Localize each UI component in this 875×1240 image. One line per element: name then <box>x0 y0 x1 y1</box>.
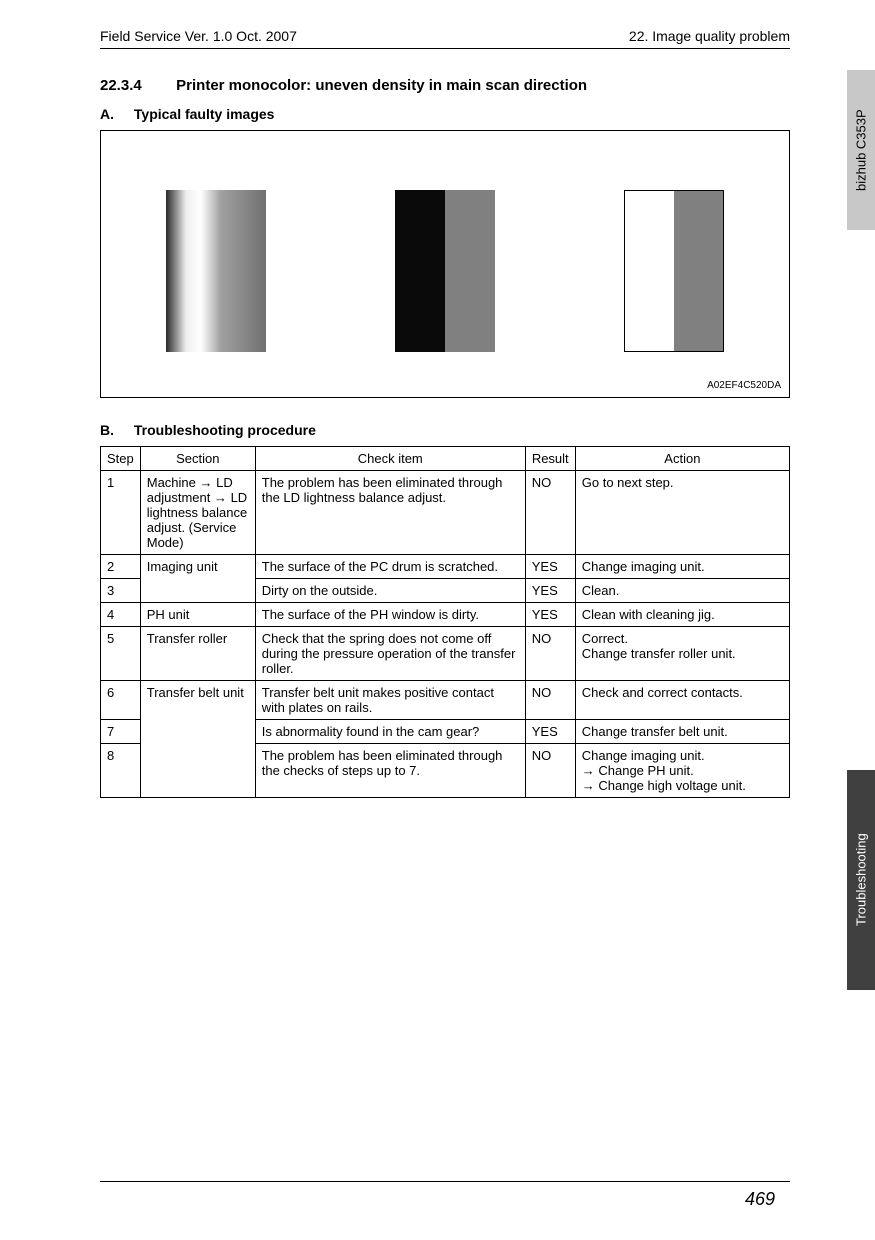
cell-action: Clean with cleaning jig. <box>575 603 789 627</box>
cell-section: PH unit <box>140 603 255 627</box>
subsection-b-title: Troubleshooting procedure <box>134 422 316 438</box>
troubleshooting-table: Step Section Check item Result Action 1 … <box>100 446 790 798</box>
th-step: Step <box>101 447 141 471</box>
cell-step: 4 <box>101 603 141 627</box>
cell-result: YES <box>525 555 575 579</box>
cell-check: Dirty on the outside. <box>255 579 525 603</box>
subsection-a-letter: A. <box>100 106 130 122</box>
cell-check: Is abnormality found in the cam gear? <box>255 720 525 744</box>
page-header: Field Service Ver. 1.0 Oct. 2007 22. Ima… <box>100 28 790 49</box>
cell-action: Go to next step. <box>575 471 789 555</box>
page-number: 469 <box>745 1189 775 1210</box>
subsection-b: B. Troubleshooting procedure <box>100 422 790 438</box>
cell-step: 5 <box>101 627 141 681</box>
cell-section: Transfer belt unit <box>140 681 255 720</box>
th-result: Result <box>525 447 575 471</box>
section-heading: 22.3.4 Printer monocolor: uneven density… <box>100 77 790 94</box>
cell-result: NO <box>525 471 575 555</box>
cell-step: 2 <box>101 555 141 579</box>
cell-section: Imaging unit <box>140 555 255 579</box>
cell-action: Correct.Change transfer roller unit. <box>575 627 789 681</box>
section-number: 22.3.4 <box>100 77 172 94</box>
figure-box: A02EF4C520DA <box>100 130 790 398</box>
cell-check: The problem has been eliminated through … <box>255 744 525 798</box>
cell-check: The problem has been eliminated through … <box>255 471 525 555</box>
subsection-a: A. Typical faulty images <box>100 106 790 122</box>
faulty-sample-split-dark <box>395 190 495 352</box>
table-header-row: Step Section Check item Result Action <box>101 447 790 471</box>
cell-result: YES <box>525 603 575 627</box>
cell-result: NO <box>525 681 575 720</box>
faulty-sample-gradient <box>166 190 266 352</box>
table-row: 5 Transfer roller Check that the spring … <box>101 627 790 681</box>
cell-result: YES <box>525 720 575 744</box>
figure-code: A02EF4C520DA <box>707 380 781 391</box>
side-tab-section: Troubleshooting <box>847 770 875 990</box>
cell-step: 3 <box>101 579 141 603</box>
cell-section: Transfer roller <box>140 627 255 681</box>
cell-check: Check that the spring does not come off … <box>255 627 525 681</box>
faulty-sample-split-light <box>624 190 724 352</box>
subsection-b-letter: B. <box>100 422 130 438</box>
cell-action: Change imaging unit. <box>575 555 789 579</box>
subsection-a-title: Typical faulty images <box>134 106 275 122</box>
cell-action: Check and correct contacts. <box>575 681 789 720</box>
cell-section <box>140 744 255 798</box>
header-right: 22. Image quality problem <box>629 28 790 44</box>
table-row: 4 PH unit The surface of the PH window i… <box>101 603 790 627</box>
cell-section <box>140 579 255 603</box>
cell-result: YES <box>525 579 575 603</box>
table-row: 7 Is abnormality found in the cam gear? … <box>101 720 790 744</box>
cell-check: Transfer belt unit makes positive contac… <box>255 681 525 720</box>
cell-result: NO <box>525 744 575 798</box>
table-row: 1 Machine → LD adjustment → LD lightness… <box>101 471 790 555</box>
th-check: Check item <box>255 447 525 471</box>
cell-step: 6 <box>101 681 141 720</box>
footer-rule <box>100 1181 790 1182</box>
th-section: Section <box>140 447 255 471</box>
side-tab-model: bizhub C353P <box>847 70 875 230</box>
table-row: 6 Transfer belt unit Transfer belt unit … <box>101 681 790 720</box>
cell-step: 8 <box>101 744 141 798</box>
table-row: 8 The problem has been eliminated throug… <box>101 744 790 798</box>
cell-action: Change transfer belt unit. <box>575 720 789 744</box>
cell-check: The surface of the PC drum is scratched. <box>255 555 525 579</box>
cell-section: Machine → LD adjustment → LD lightness b… <box>140 471 255 555</box>
cell-action: Clean. <box>575 579 789 603</box>
header-left: Field Service Ver. 1.0 Oct. 2007 <box>100 28 297 44</box>
cell-result: NO <box>525 627 575 681</box>
cell-step: 7 <box>101 720 141 744</box>
cell-step: 1 <box>101 471 141 555</box>
section-title: Printer monocolor: uneven density in mai… <box>176 77 587 94</box>
table-row: 3 Dirty on the outside. YES Clean. <box>101 579 790 603</box>
cell-check: The surface of the PH window is dirty. <box>255 603 525 627</box>
th-action: Action <box>575 447 789 471</box>
cell-action: Change imaging unit.→ Change PH unit.→ C… <box>575 744 789 798</box>
table-row: 2 Imaging unit The surface of the PC dru… <box>101 555 790 579</box>
cell-section <box>140 720 255 744</box>
